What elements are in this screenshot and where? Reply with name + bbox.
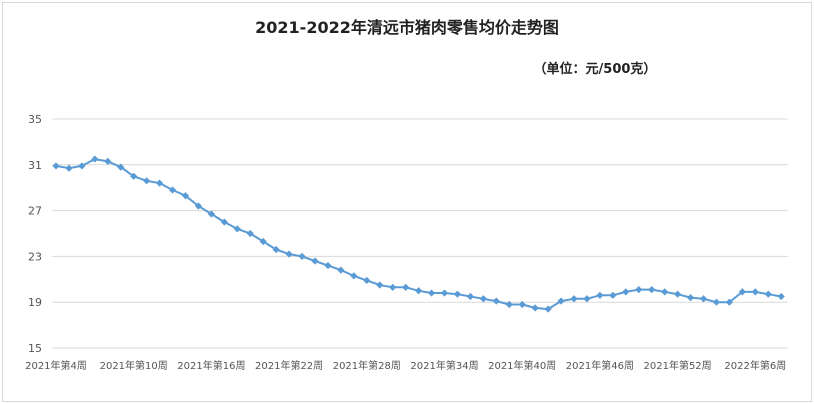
data-point	[117, 163, 125, 171]
data-point	[402, 283, 410, 291]
chart-unit-label: （单位：元/500克）	[533, 62, 657, 77]
data-point	[777, 292, 785, 301]
data-point	[609, 291, 617, 299]
data-point	[376, 281, 384, 289]
data-point	[324, 261, 332, 270]
y-tick-label: 35	[28, 113, 42, 126]
x-tick-label: 2021年第4周	[25, 359, 87, 372]
data-point	[363, 276, 371, 285]
x-tick-label: 2021年第46周	[566, 359, 634, 372]
data-point	[130, 172, 138, 180]
data-point	[518, 300, 526, 309]
data-point	[751, 288, 759, 296]
data-point	[674, 290, 682, 298]
data-point	[505, 300, 513, 309]
data-point	[104, 157, 112, 165]
data-point	[764, 290, 772, 298]
data-point	[65, 164, 73, 172]
y-tick-label: 31	[28, 159, 42, 172]
x-tick-label: 2021年第16周	[177, 359, 245, 372]
data-point	[52, 162, 60, 170]
data-point	[453, 290, 462, 298]
data-point	[194, 202, 203, 210]
data-point	[466, 292, 474, 301]
data-point	[415, 287, 423, 295]
data-point	[207, 210, 215, 218]
data-point	[337, 266, 345, 274]
data-point	[596, 291, 604, 299]
data-point	[738, 288, 746, 296]
data-point	[427, 289, 436, 297]
data-point	[725, 298, 733, 306]
data-point	[635, 286, 643, 294]
data-point	[570, 295, 578, 303]
data-point	[91, 155, 99, 163]
y-tick-label: 23	[28, 250, 42, 263]
data-point	[143, 177, 151, 185]
data-point	[298, 252, 306, 260]
data-point	[557, 297, 565, 305]
data-point	[246, 229, 254, 238]
data-point	[699, 295, 708, 303]
data-point	[78, 162, 86, 170]
x-tick-label: 2021年第40周	[488, 359, 556, 372]
x-tick-label: 2021年第52周	[644, 359, 712, 372]
x-tick-label: 2021年第34周	[410, 359, 478, 372]
data-point	[233, 225, 241, 233]
y-tick-label: 15	[28, 342, 42, 355]
data-point	[686, 294, 695, 302]
data-point	[479, 295, 487, 303]
data-point	[440, 289, 449, 297]
data-point	[661, 288, 669, 296]
data-point	[648, 286, 656, 294]
data-point	[220, 218, 228, 226]
data-point	[285, 250, 293, 258]
data-point	[168, 186, 177, 194]
data-point	[492, 297, 500, 305]
chart-title: 2021-2022年清远市猪肉零售均价走势图	[255, 18, 559, 37]
x-tick-label: 2022年第6周	[724, 359, 786, 372]
data-point	[583, 295, 591, 303]
data-point	[311, 257, 319, 265]
y-tick-label: 19	[28, 296, 42, 309]
data-point	[531, 304, 539, 312]
x-tick-label: 2021年第10周	[100, 359, 168, 372]
data-point	[272, 245, 280, 254]
data-point	[544, 305, 552, 313]
data-point	[181, 192, 190, 200]
data-point	[389, 283, 397, 291]
y-tick-label: 27	[28, 205, 42, 218]
data-point	[712, 298, 721, 306]
x-tick-label: 2021年第28周	[333, 359, 401, 372]
series-line	[55, 158, 782, 311]
x-tick-label: 2021年第22周	[255, 359, 323, 372]
data-point	[259, 237, 267, 246]
data-point	[350, 272, 358, 280]
data-point	[622, 288, 630, 296]
data-point	[156, 179, 164, 187]
